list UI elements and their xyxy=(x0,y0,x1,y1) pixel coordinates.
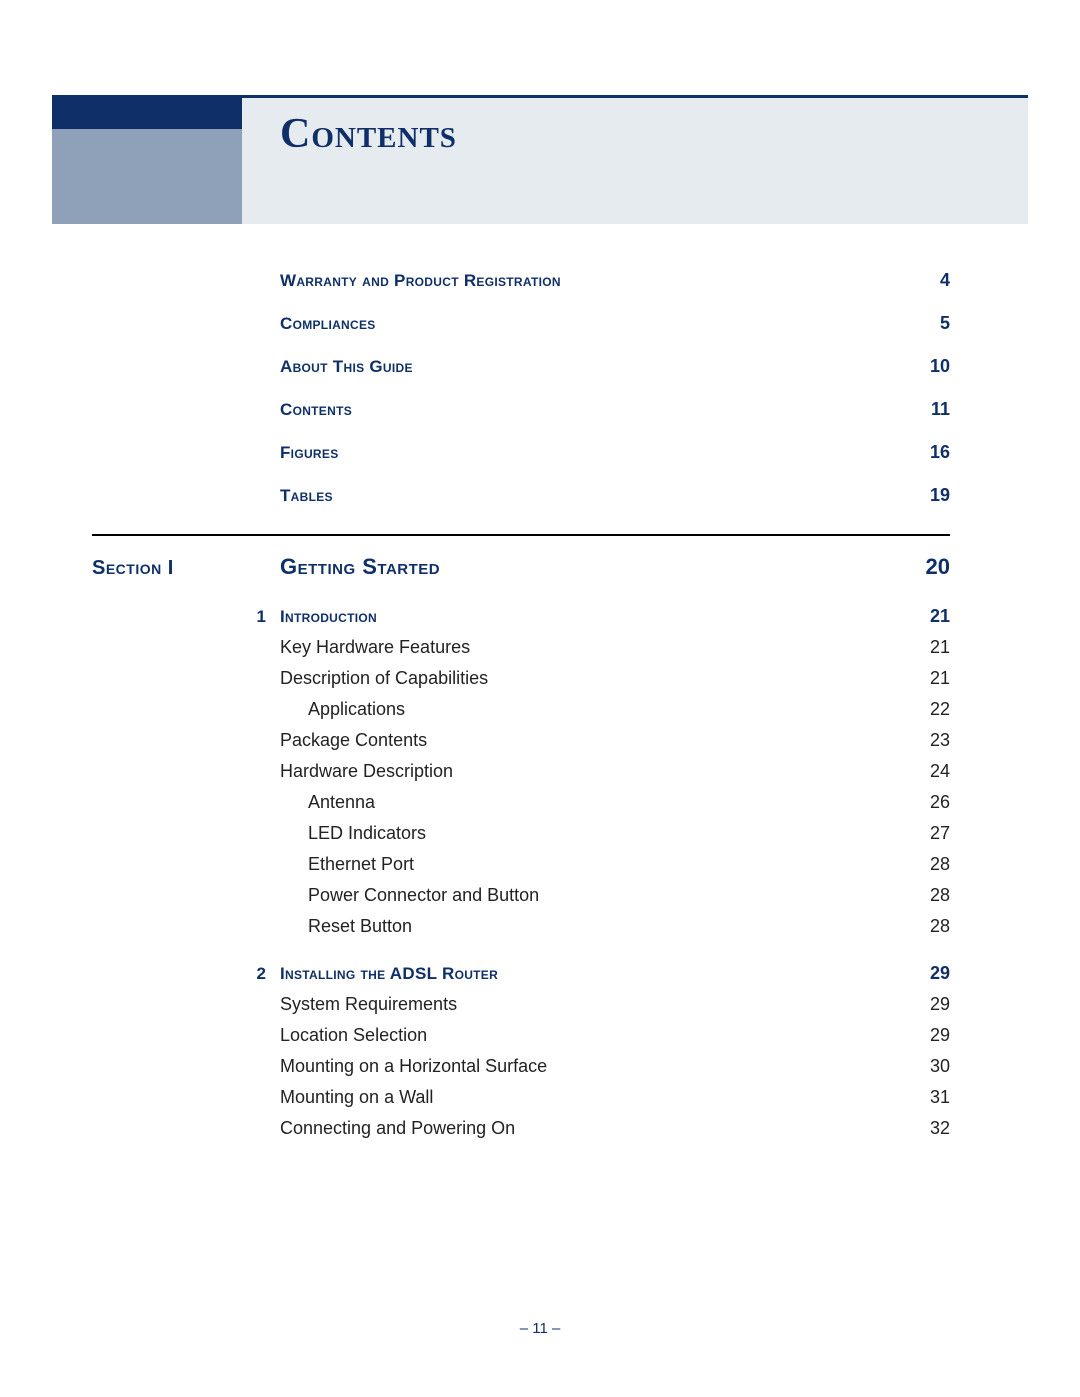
toc-entry-page: 19 xyxy=(930,485,950,506)
toc-sub-label: Applications xyxy=(280,699,930,720)
toc-sub-page: 26 xyxy=(930,792,950,813)
toc-entry[interactable]: About This Guide 10 xyxy=(280,356,950,377)
toc-sub-label: Mounting on a Horizontal Surface xyxy=(280,1056,930,1077)
toc-sub-label: System Requirements xyxy=(280,994,930,1015)
toc-entry-label: Warranty and Product Registration xyxy=(280,271,561,291)
toc-sub-page: 28 xyxy=(930,885,950,906)
chapter-number: 2 xyxy=(92,964,280,984)
section-row: Section I Getting Started 20 xyxy=(92,554,950,580)
page-footer: – 11 – xyxy=(0,1320,1080,1337)
chapter-row: 1Introduction 21 xyxy=(92,606,950,627)
toc-sub-entry[interactable]: Reset Button28 xyxy=(280,916,950,937)
chapter-page: 29 xyxy=(930,963,950,984)
toc-sub-page: 24 xyxy=(930,761,950,782)
toc-sub-label: LED Indicators xyxy=(280,823,930,844)
toc-sub-page: 29 xyxy=(930,994,950,1015)
toc-sub-entry[interactable]: System Requirements29 xyxy=(280,994,950,1015)
toc-sub-label: Package Contents xyxy=(280,730,930,751)
section-title: Getting Started xyxy=(280,554,440,580)
toc-sub-page: 28 xyxy=(930,854,950,875)
front-matter-list: Warranty and Product Registration 4 Compli… xyxy=(92,270,950,506)
section-marker: Section I xyxy=(92,557,280,580)
toc-entry-label: Contents xyxy=(280,400,352,420)
toc-sub-entry[interactable]: Ethernet Port28 xyxy=(280,854,950,875)
chapter-link[interactable]: Introduction 21 xyxy=(280,606,950,627)
toc-entry-label: Tables xyxy=(280,486,333,506)
toc-sub-label: Antenna xyxy=(280,792,930,813)
chapter-title: Installing the ADSL Router xyxy=(280,964,498,984)
toc-sub-entry[interactable]: Location Selection29 xyxy=(280,1025,950,1046)
toc-sub-label: Key Hardware Features xyxy=(280,637,930,658)
toc-entry[interactable]: Warranty and Product Registration 4 xyxy=(280,270,950,291)
page-title: Contents xyxy=(280,110,1028,158)
toc-sub-page: 29 xyxy=(930,1025,950,1046)
chapter-link[interactable]: Installing the ADSL Router 29 xyxy=(280,963,950,984)
toc-entry-page: 11 xyxy=(931,399,950,420)
toc-sub-label: Mounting on a Wall xyxy=(280,1087,930,1108)
toc-content: Warranty and Product Registration 4 Compli… xyxy=(92,270,950,1139)
toc-sub-page: 30 xyxy=(930,1056,950,1077)
toc-sub-label: Connecting and Powering On xyxy=(280,1118,930,1139)
section-title-wrap[interactable]: Getting Started 20 xyxy=(280,554,950,580)
toc-entry[interactable]: Figures 16 xyxy=(280,442,950,463)
toc-entry[interactable]: Contents 11 xyxy=(280,399,950,420)
toc-entry-page: 5 xyxy=(940,313,950,334)
section-page: 20 xyxy=(926,554,950,580)
toc-sub-label: Reset Button xyxy=(280,916,930,937)
toc-sub-page: 22 xyxy=(930,699,950,720)
toc-sub-page: 28 xyxy=(930,916,950,937)
toc-sub-page: 32 xyxy=(930,1118,950,1139)
toc-sub-label: Description of Capabilities xyxy=(280,668,930,689)
toc-entry-label: About This Guide xyxy=(280,357,413,377)
chapters-list: 1Introduction21Key Hardware Features21De… xyxy=(92,606,950,1139)
chapter-page: 21 xyxy=(930,606,950,627)
toc-sub-label: Ethernet Port xyxy=(280,854,930,875)
toc-entry-label: Compliances xyxy=(280,314,376,334)
toc-sub-entry[interactable]: Mounting on a Wall31 xyxy=(280,1087,950,1108)
toc-sub-page: 21 xyxy=(930,637,950,658)
toc-entry[interactable]: Tables 19 xyxy=(280,485,950,506)
chapter-number: 1 xyxy=(92,607,280,627)
title-panel: Contents xyxy=(242,98,1028,224)
section-divider xyxy=(92,534,950,536)
toc-sub-entry[interactable]: Connecting and Powering On32 xyxy=(280,1118,950,1139)
chapter-row: 2Installing the ADSL Router 29 xyxy=(92,963,950,984)
toc-sub-entry[interactable]: Description of Capabilities21 xyxy=(280,668,950,689)
header-accent-block xyxy=(52,95,242,129)
toc-sub-entry[interactable]: Mounting on a Horizontal Surface30 xyxy=(280,1056,950,1077)
toc-sub-entry[interactable]: LED Indicators27 xyxy=(280,823,950,844)
toc-entry-page: 16 xyxy=(930,442,950,463)
toc-sub-page: 31 xyxy=(930,1087,950,1108)
toc-entry[interactable]: Compliances 5 xyxy=(280,313,950,334)
toc-sub-entry[interactable]: Hardware Description24 xyxy=(280,761,950,782)
toc-sub-page: 23 xyxy=(930,730,950,751)
toc-sub-label: Hardware Description xyxy=(280,761,930,782)
toc-entry-page: 4 xyxy=(940,270,950,291)
toc-sub-page: 21 xyxy=(930,668,950,689)
toc-sub-entry[interactable]: Power Connector and Button28 xyxy=(280,885,950,906)
toc-entry-label: Figures xyxy=(280,443,339,463)
toc-sub-entry[interactable]: Applications22 xyxy=(280,699,950,720)
toc-sub-label: Location Selection xyxy=(280,1025,930,1046)
toc-sub-entry[interactable]: Antenna26 xyxy=(280,792,950,813)
toc-sub-entry[interactable]: Key Hardware Features21 xyxy=(280,637,950,658)
toc-sub-label: Power Connector and Button xyxy=(280,885,930,906)
toc-sub-page: 27 xyxy=(930,823,950,844)
toc-entry-page: 10 xyxy=(930,356,950,377)
toc-sub-entry[interactable]: Package Contents23 xyxy=(280,730,950,751)
chapter-title: Introduction xyxy=(280,607,377,627)
